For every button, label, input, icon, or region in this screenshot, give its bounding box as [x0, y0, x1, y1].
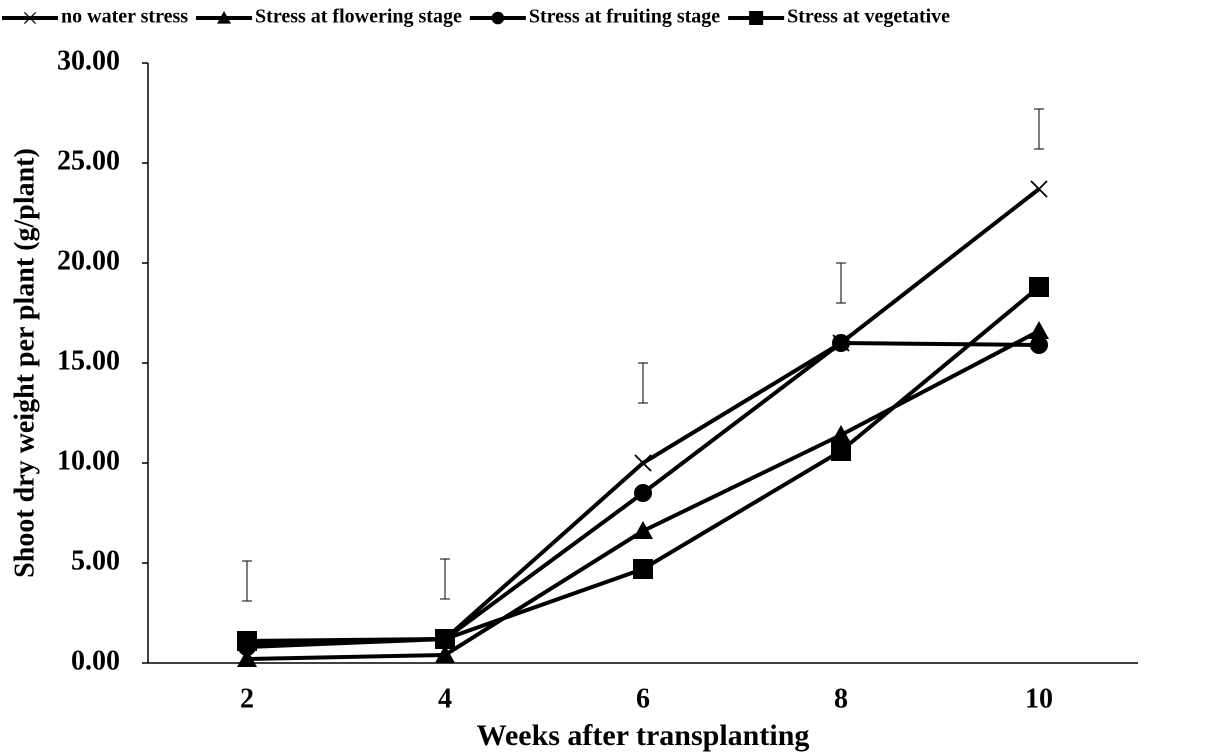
- legend-label: Stress at vegetative: [787, 6, 950, 28]
- data-point: [831, 425, 851, 443]
- y-tick-label: 25.00: [57, 145, 120, 176]
- data-point: [633, 559, 653, 579]
- data-point: [1029, 321, 1049, 339]
- y-tick-label: 15.00: [57, 345, 120, 376]
- legend-label: no water stress: [61, 6, 188, 28]
- error-bar: [242, 560, 252, 602]
- y-tick-label: 10.00: [57, 445, 120, 476]
- data-point: [634, 484, 652, 502]
- y-tick-label: 5.00: [71, 545, 120, 576]
- y-tick-label: 20.00: [57, 245, 120, 276]
- data-point: [237, 649, 257, 667]
- data-point: [1030, 336, 1048, 354]
- error-bar: [440, 558, 450, 600]
- data-point: [831, 441, 851, 461]
- legend-label: Stress at fruiting stage: [529, 6, 720, 28]
- x-tick-label: 2: [240, 683, 254, 714]
- data-point: [237, 631, 257, 651]
- error-bar: [1034, 108, 1044, 150]
- x-tick-label: 10: [1025, 683, 1053, 714]
- data-point: [1029, 277, 1049, 297]
- x-tick-label: 8: [834, 683, 848, 714]
- data-point: [435, 629, 455, 649]
- data-point: [832, 334, 850, 352]
- error-bar: [836, 262, 846, 304]
- data-point: [435, 645, 455, 663]
- legend-marker: [491, 11, 505, 25]
- data-point: [634, 454, 652, 472]
- data-point: [633, 521, 653, 539]
- legend-marker: [217, 11, 232, 24]
- x-tick-label: 4: [438, 683, 452, 714]
- y-tick-label: 30.00: [57, 45, 120, 76]
- legend-marker: [749, 11, 764, 25]
- legend-label: Stress at flowering stage: [255, 6, 462, 28]
- error-bar: [638, 362, 648, 404]
- y-axis-title: Shoot dry weight per plant (g/plant): [9, 148, 40, 578]
- y-tick-label: 0.00: [71, 645, 120, 676]
- legend-marker: [23, 11, 37, 25]
- x-tick-label: 6: [636, 683, 650, 714]
- x-axis-title: Weeks after transplanting: [477, 719, 810, 752]
- data-point: [1030, 180, 1048, 198]
